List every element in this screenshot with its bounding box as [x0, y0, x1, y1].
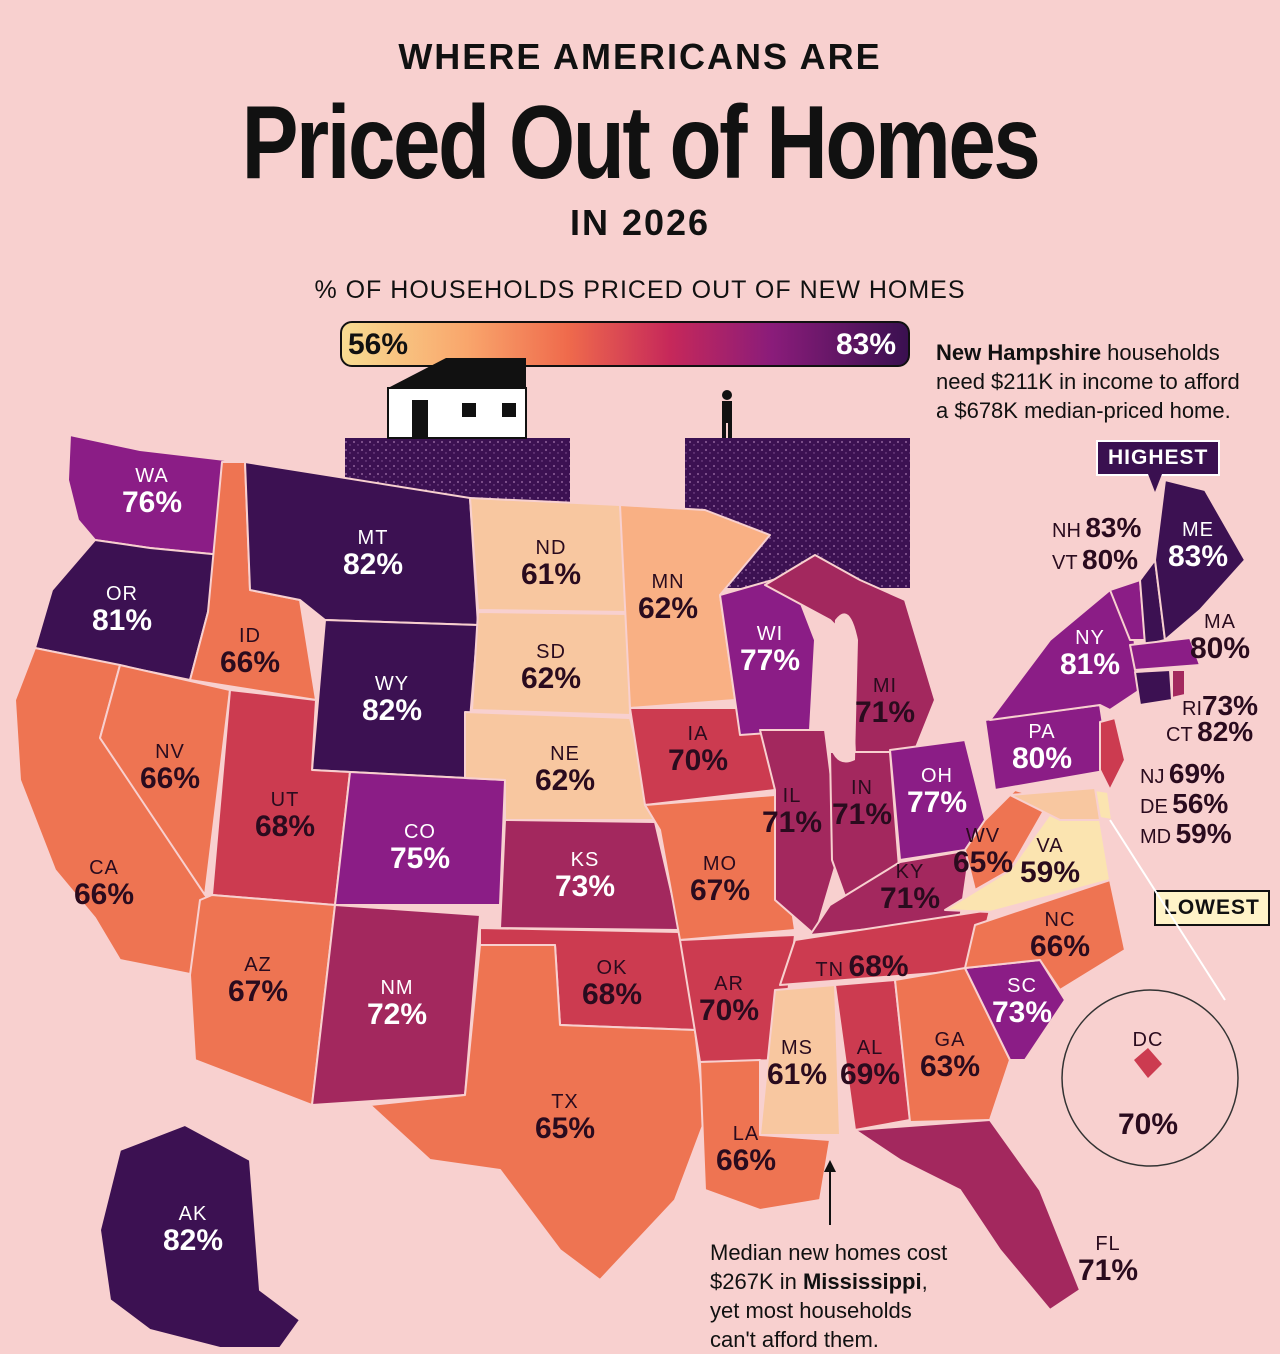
ms-callout-line4: can't afford them.	[710, 1327, 879, 1352]
state-TX	[369, 944, 706, 1281]
label-MN: MN 62%	[637, 571, 699, 625]
year-subtitle: IN 2026	[569, 202, 711, 243]
label-IL: IL 71%	[761, 785, 823, 839]
state-MO	[644, 794, 796, 941]
label-ND: ND 61%	[520, 537, 582, 591]
label-WY: WY 82%	[361, 673, 423, 727]
label-MI: MI 71%	[854, 675, 916, 729]
ms-callout-bold: Mississippi	[802, 1269, 922, 1294]
label-SC: SC 73%	[991, 975, 1053, 1029]
label-AR: AR 70%	[698, 973, 760, 1027]
label-VA: VA 59%	[1019, 835, 1081, 889]
label-ME: ME 83%	[1167, 519, 1229, 573]
label-TX: TX 65%	[534, 1091, 596, 1145]
label-OH: OH 77%	[906, 765, 968, 819]
label-RI: RI73%	[1182, 690, 1259, 721]
color-scale-min: 56%	[348, 328, 409, 361]
nh-callout-line1: households	[1101, 340, 1220, 365]
state-RI	[1171, 669, 1186, 699]
ms-callout-line3: yet most households	[710, 1298, 912, 1323]
label-SD: SD 62%	[520, 641, 582, 695]
dc-pointer-line	[1109, 819, 1226, 1001]
label-FL: FL 71%	[1077, 1233, 1139, 1287]
label-NH: NH 83%	[1052, 512, 1142, 543]
label-WI: WI 77%	[739, 623, 801, 677]
supertitle: WHERE AMERICANS ARE	[398, 36, 882, 77]
state-SD	[471, 611, 631, 716]
state-MA	[1129, 637, 1201, 671]
label-GA: GA 63%	[919, 1029, 981, 1083]
label-AZ: AZ 67%	[227, 954, 289, 1008]
label-WV: WV 65%	[952, 825, 1014, 879]
state-CT	[1134, 669, 1173, 706]
state-CO	[334, 771, 506, 906]
state-FL	[854, 1119, 1081, 1311]
label-MD: MD 59%	[1140, 818, 1232, 849]
state-MS	[759, 984, 841, 1136]
label-AK: AK 82%	[162, 1203, 224, 1257]
state-AK	[99, 1124, 301, 1348]
label-MS: MS 61%	[766, 1037, 828, 1091]
label-VT: VT 80%	[1052, 544, 1139, 575]
label-OK: OK 68%	[581, 957, 643, 1011]
label-NJ: NJ 69%	[1140, 758, 1225, 789]
label-LA: LA 66%	[715, 1123, 777, 1177]
person-icon	[722, 390, 732, 438]
highest-badge: HIGHEST	[1096, 440, 1221, 476]
label-MO: MO 67%	[689, 853, 751, 907]
page-title: Priced Out of Homes	[241, 85, 1041, 201]
label-MT: MT 82%	[342, 527, 404, 581]
ms-callout-line1: Median new homes cost	[710, 1240, 948, 1265]
label-MA: MA 80%	[1189, 611, 1251, 665]
dc-magnifier-circle	[1061, 989, 1239, 1167]
ms-callout-line2-pre: $267K in	[710, 1269, 803, 1294]
label-KS: KS 73%	[554, 849, 616, 903]
label-CA: CA 66%	[73, 857, 135, 911]
ms-callout-line2-post: ,	[921, 1269, 928, 1294]
color-scale-max: 83%	[836, 328, 897, 361]
house-icon	[387, 358, 527, 439]
label-UT: UT 68%	[254, 789, 316, 843]
nh-callout: New Hampshire households need $211K in i…	[936, 338, 1240, 425]
state-MD	[1009, 787, 1101, 821]
label-CO: CO 75%	[389, 821, 451, 875]
label-TN: TN 68%	[815, 950, 909, 983]
label-WA: WA 76%	[121, 465, 183, 519]
nh-callout-bold: New Hampshire	[936, 340, 1102, 365]
state-NJ	[1099, 717, 1126, 791]
label-ID: ID 66%	[219, 625, 281, 679]
highest-pointer	[1148, 474, 1162, 492]
label-NC: NC 66%	[1029, 909, 1091, 963]
ms-callout: Median new homes cost $267K in Mississip…	[710, 1238, 947, 1354]
nh-callout-line3: a $678K median-priced home.	[936, 398, 1231, 423]
lake-michigan	[828, 613, 858, 763]
label-AL: AL 69%	[839, 1037, 901, 1091]
label-DC: DC 70%	[1117, 1029, 1179, 1141]
label-NV: NV 66%	[139, 741, 201, 795]
ms-arrow-head	[824, 1160, 836, 1172]
label-NY: NY 81%	[1059, 627, 1121, 681]
nh-callout-line2: need $211K in income to afford	[936, 369, 1240, 394]
label-NE: NE 62%	[534, 743, 596, 797]
label-NM: NM 72%	[366, 977, 428, 1031]
label-DE: DE 56%	[1140, 788, 1229, 819]
label-KY: KY 71%	[879, 861, 941, 915]
color-scale-bar	[340, 321, 910, 367]
label-CT: CT 82%	[1166, 716, 1254, 747]
legend-label: % OF HOUSEHOLDS PRICED OUT OF NEW HOMES	[314, 276, 966, 304]
label-PA: PA 80%	[1011, 721, 1073, 775]
state-DC	[1134, 1048, 1162, 1078]
state-GA	[894, 967, 1011, 1123]
label-IN: IN 71%	[831, 777, 893, 831]
label-OR: OR 81%	[91, 583, 153, 637]
state-KY	[809, 849, 971, 936]
label-IA: IA 70%	[667, 723, 729, 777]
state-NV	[99, 664, 231, 896]
